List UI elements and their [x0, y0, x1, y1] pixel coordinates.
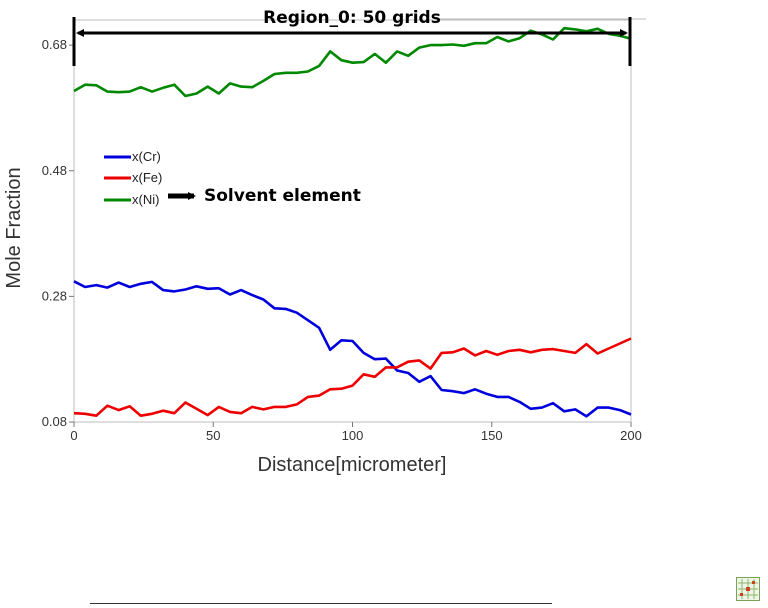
y-tick-label: 0.28 [42, 288, 67, 303]
y-tick-label: 0.08 [42, 414, 67, 429]
x-tick-label: 0 [70, 428, 77, 443]
legend-label-fe: x(Fe) [132, 170, 162, 185]
x-tick-label: 50 [206, 428, 220, 443]
x-tick-label: 150 [481, 428, 503, 443]
y-axis-ticks: 0.08 0.28 0.48 0.68 [42, 37, 74, 429]
y-axis-title: Mole Fraction [3, 167, 25, 288]
series-layer [73, 26, 632, 418]
x-tick-label: 100 [342, 428, 364, 443]
footer-rule [90, 603, 552, 604]
x-axis-title: Distance[micrometer] [258, 454, 447, 476]
legend-label-cr: x(Cr) [132, 149, 161, 164]
region-label: Region_0: 50 grids [263, 8, 441, 28]
plot-frame [73, 19, 632, 423]
legend: x(Cr) x(Fe) x(Ni) [104, 149, 162, 207]
grid-icon[interactable] [736, 577, 760, 601]
x-axis-ticks: 0 50 100 150 200 [70, 422, 642, 443]
region-bracket: Region_0: 50 grids [72, 8, 632, 66]
series-line-ni [73, 26, 632, 98]
solvent-label: Solvent element [204, 186, 361, 206]
legend-label-ni: x(Ni) [132, 192, 159, 207]
series-line-fe [73, 337, 632, 418]
y-tick-label: 0.48 [42, 163, 67, 178]
x-tick-label: 200 [620, 428, 642, 443]
series-line-cr [73, 280, 632, 418]
y-tick-label: 0.68 [42, 37, 67, 52]
solvent-annotation: Solvent element [168, 186, 361, 206]
